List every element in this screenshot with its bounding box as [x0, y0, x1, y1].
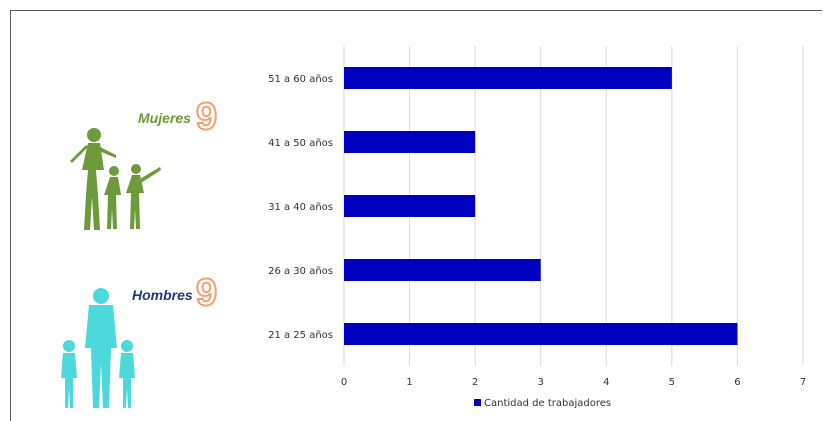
legend-swatch — [474, 399, 481, 406]
x-tick-label: 6 — [734, 377, 740, 388]
bar — [344, 195, 476, 217]
x-tick-label: 4 — [603, 377, 609, 388]
legend-label: Cantidad de trabajadores — [484, 398, 611, 409]
x-tick-label: 3 — [538, 377, 544, 388]
bar — [344, 323, 738, 345]
women-label: Mujeres — [138, 110, 191, 126]
x-tick-labels: 0 1 2 3 4 5 6 7 — [341, 377, 806, 388]
category-label: 26 a 30 años — [268, 266, 333, 277]
category-labels: 51 a 60 años 41 a 50 años 31 a 40 años 26 a… — [268, 74, 333, 341]
women-count: 9 — [195, 95, 218, 139]
x-tick-label: 5 — [669, 377, 675, 388]
x-tick-label: 7 — [800, 377, 806, 388]
men-figures-icon — [61, 288, 135, 408]
men-label: Hombres — [132, 287, 193, 303]
bar — [344, 67, 672, 89]
men-count: 9 — [195, 271, 218, 315]
bars — [344, 67, 738, 345]
x-tick-label: 2 — [472, 377, 478, 388]
category-label: 41 a 50 años — [268, 138, 333, 149]
x-tick-label: 1 — [406, 377, 412, 388]
category-label: 31 a 40 años — [268, 202, 333, 213]
x-tick-label: 0 — [341, 377, 347, 388]
category-label: 21 a 25 años — [268, 330, 333, 341]
bar — [344, 131, 476, 153]
category-label: 51 a 60 años — [268, 74, 333, 85]
chart-frame — [10, 10, 822, 421]
bar — [344, 259, 541, 281]
legend: Cantidad de trabajadores — [474, 398, 611, 409]
women-figures-icon — [70, 128, 161, 230]
